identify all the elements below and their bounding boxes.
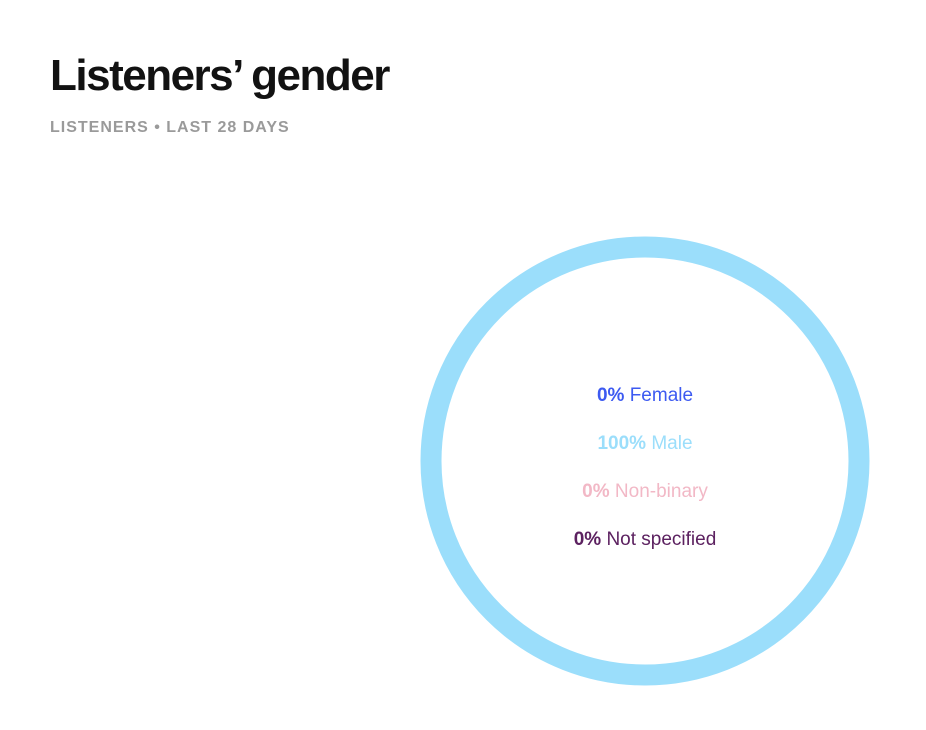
- donut-slices: [420, 236, 870, 686]
- legend-item-non-binary: 0% Non-binary: [445, 468, 845, 516]
- chart-title: Listeners’ gender: [50, 51, 390, 100]
- chart-legend: 0% Female 100% Male 0% Non-binary 0% Not…: [445, 372, 845, 564]
- legend-item-female: 0% Female: [445, 372, 845, 420]
- legend-value-non-binary: 0%: [582, 481, 610, 502]
- legend-label-not-specified: Not specified: [606, 529, 717, 550]
- legend-label-male: Male: [651, 433, 693, 454]
- legend-label-female: Female: [629, 385, 694, 406]
- legend-item-not-specified: 0% Not specified: [445, 516, 845, 564]
- legend-value-not-specified: 0%: [573, 529, 602, 550]
- legend-value-male: 100%: [597, 433, 647, 454]
- legend-label-non-binary: Non-binary: [614, 481, 708, 502]
- legend-item-male: 100% Male: [445, 420, 845, 468]
- donut-slice-male: [420, 236, 870, 686]
- chart-subtitle: LISTENERS • LAST 28 DAYS: [50, 119, 290, 136]
- legend-value-female: 0%: [596, 385, 625, 406]
